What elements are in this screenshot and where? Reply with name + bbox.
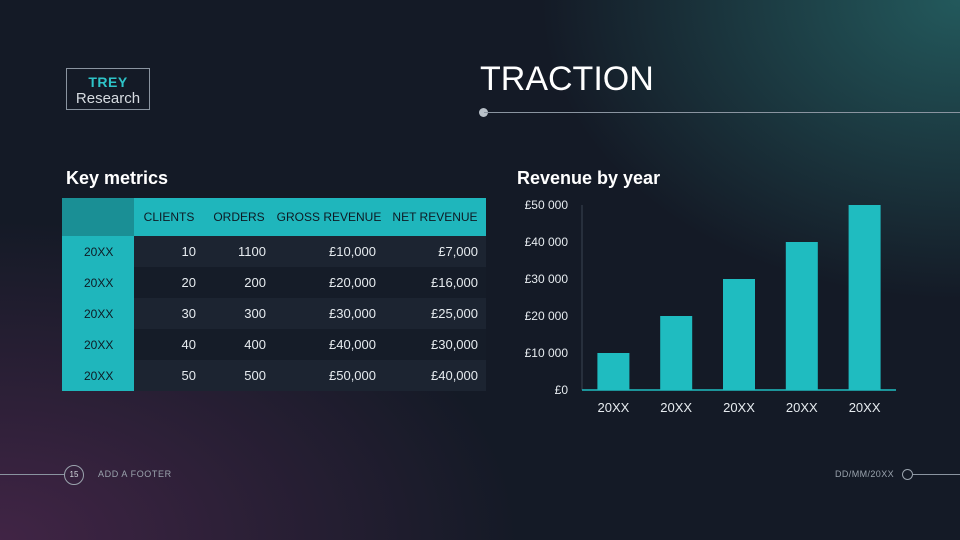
company-logo: TREY Research (66, 68, 150, 110)
table-row: 20XX 30 300 £30,000 £25,000 (62, 298, 486, 329)
cell-gross-revenue: £10,000 (274, 236, 384, 267)
footer-rule-right (913, 474, 960, 475)
x-tick-label: 20XX (723, 400, 755, 415)
bar (660, 316, 693, 390)
cell-gross-revenue: £40,000 (274, 329, 384, 360)
header-clients: CLIENTS (134, 198, 204, 236)
footer-text: ADD A FOOTER (98, 469, 172, 479)
row-year: 20XX (62, 267, 134, 298)
header-orders: ORDERS (204, 198, 274, 236)
footer-rule-left (0, 474, 64, 475)
header-net-revenue: NET REVENUE (384, 198, 486, 236)
row-year: 20XX (62, 329, 134, 360)
cell-clients: 30 (134, 298, 204, 329)
revenue-chart-title: Revenue by year (517, 168, 661, 188)
y-tick-label: £50 000 (525, 198, 569, 212)
logo-line-1: TREY (88, 74, 128, 90)
bar (848, 205, 881, 390)
x-tick-label: 20XX (597, 400, 629, 415)
bar (597, 353, 630, 390)
key-metrics-title: Key metrics (66, 168, 169, 188)
cell-clients: 10 (134, 236, 204, 267)
cell-gross-revenue: £20,000 (274, 267, 384, 298)
page-number: 15 (64, 465, 84, 485)
y-tick-label: £40 000 (525, 235, 569, 249)
cell-orders: 300 (204, 298, 274, 329)
slide-title: TRACTION (480, 60, 654, 98)
cell-net-revenue: £25,000 (384, 298, 486, 329)
cell-orders: 200 (204, 267, 274, 298)
cell-gross-revenue: £30,000 (274, 298, 384, 329)
table-corner-cell (62, 198, 134, 236)
metrics-table: CLIENTS ORDERS GROSS REVENUE NET REVENUE… (62, 198, 486, 391)
date-bullet-dot (902, 469, 913, 480)
y-tick-label: £0 (555, 383, 569, 397)
y-tick-label: £30 000 (525, 272, 569, 286)
cell-net-revenue: £7,000 (384, 236, 486, 267)
cell-orders: 500 (204, 360, 274, 391)
cell-orders: 1100 (204, 236, 274, 267)
bar (785, 242, 818, 390)
table-header-row: CLIENTS ORDERS GROSS REVENUE NET REVENUE (62, 198, 486, 236)
table-row: 20XX 40 400 £40,000 £30,000 (62, 329, 486, 360)
cell-net-revenue: £40,000 (384, 360, 486, 391)
cell-net-revenue: £30,000 (384, 329, 486, 360)
cell-clients: 40 (134, 329, 204, 360)
x-tick-label: 20XX (660, 400, 692, 415)
header-gross-revenue: GROSS REVENUE (274, 198, 384, 236)
logo-line-2: Research (75, 90, 141, 107)
revenue-bar-chart: £0 £10 000 £20 000 £30 000 £40 000 £50 000 20X… (525, 198, 896, 415)
table-row: 20XX 20 200 £20,000 £16,000 (62, 267, 486, 298)
row-year: 20XX (62, 236, 134, 267)
cell-orders: 400 (204, 329, 274, 360)
x-tick-label: 20XX (786, 400, 818, 415)
title-bullet-dot (479, 108, 488, 117)
table-row: 20XX 10 1100 £10,000 £7,000 (62, 236, 486, 267)
y-tick-label: £20 000 (525, 309, 569, 323)
row-year: 20XX (62, 360, 134, 391)
cell-gross-revenue: £50,000 (274, 360, 384, 391)
y-tick-label: £10 000 (525, 346, 569, 360)
table-row: 20XX 50 500 £50,000 £40,000 (62, 360, 486, 391)
x-tick-label: 20XX (849, 400, 881, 415)
cell-clients: 50 (134, 360, 204, 391)
cell-net-revenue: £16,000 (384, 267, 486, 298)
footer-date: DD/MM/20XX (835, 469, 895, 479)
bar (723, 279, 755, 390)
cell-clients: 20 (134, 267, 204, 298)
row-year: 20XX (62, 298, 134, 329)
title-underline (484, 112, 960, 113)
